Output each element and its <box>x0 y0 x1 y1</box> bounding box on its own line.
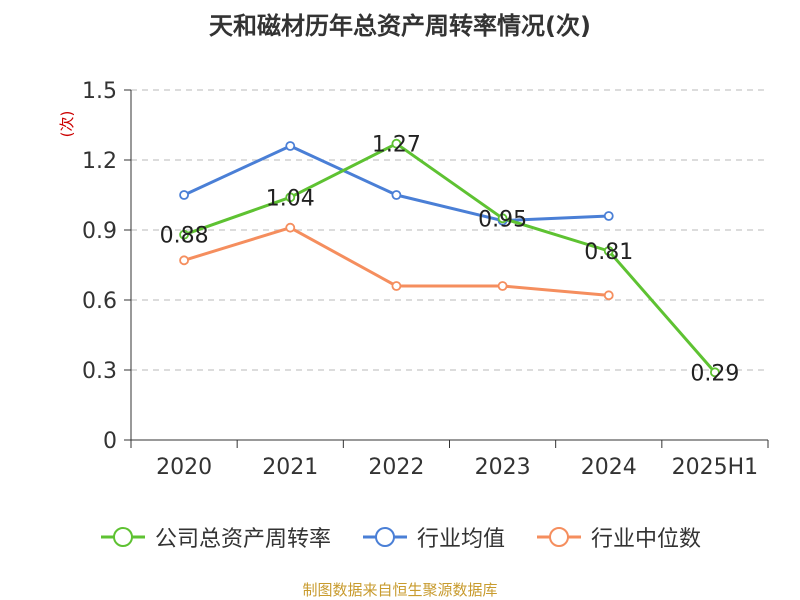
data-point <box>285 192 296 203</box>
data-point <box>285 141 296 151</box>
legend-label: 公司总资产周转率 <box>154 527 331 552</box>
legend-swatch-marker <box>374 527 395 547</box>
data-point <box>603 246 614 256</box>
legend-item[interactable]: 公司总资产周转率 <box>99 521 331 553</box>
data-point <box>710 367 720 378</box>
data-point <box>285 222 296 233</box>
y-tick-label: 1.5 <box>82 79 117 104</box>
x-tick-label: 2024 <box>581 455 637 480</box>
legend-item[interactable]: 行业中位数 <box>535 521 701 553</box>
data-label: 1.04 <box>266 186 315 211</box>
legend-swatch-marker <box>549 527 569 547</box>
x-tick-label: 2022 <box>368 455 424 480</box>
y-axis-label: (次) <box>58 111 76 138</box>
data-label: 0.88 <box>160 224 209 249</box>
legend-item[interactable]: 行业均值 <box>361 521 505 553</box>
data-point <box>179 229 189 240</box>
y-tick-label: 0 <box>103 429 117 454</box>
data-point <box>603 211 614 221</box>
data-point <box>497 213 508 224</box>
y-tick-label: 0.6 <box>82 289 117 314</box>
series-line <box>183 142 717 374</box>
x-tick-label: 2020 <box>156 455 212 480</box>
chart-legend: 公司总资产周转率 行业均值 行业中位数 <box>0 520 800 554</box>
data-point <box>497 281 508 291</box>
legend-swatch <box>100 527 145 547</box>
legend-swatch <box>362 527 407 547</box>
legend-swatch <box>537 527 581 547</box>
data-point <box>391 281 402 291</box>
data-point <box>603 290 614 301</box>
data-point <box>391 138 402 149</box>
x-tick-label: 2021 <box>262 455 318 480</box>
data-point <box>391 190 402 200</box>
x-tick-label: 2025H1 <box>672 455 759 480</box>
y-tick-label: 0.9 <box>82 219 117 244</box>
data-label: 0.81 <box>584 240 633 265</box>
legend-label: 行业中位数 <box>591 527 702 552</box>
data-label: 1.27 <box>372 133 421 158</box>
data-label: 0.95 <box>478 207 527 232</box>
data-point <box>179 255 189 266</box>
legend-swatch-marker <box>112 527 133 547</box>
data-label: 0.29 <box>690 361 739 386</box>
y-tick-label: 0.3 <box>82 359 117 384</box>
legend-label: 行业均值 <box>416 527 505 552</box>
data-source-note: 制图数据来自恒生聚源数据库 <box>302 581 498 599</box>
x-tick-label: 2023 <box>475 455 531 480</box>
y-tick-label: 1.2 <box>82 149 117 174</box>
data-point <box>179 190 189 200</box>
chart-title: 天和磁材历年总资产周转率情况(次) <box>209 12 591 40</box>
